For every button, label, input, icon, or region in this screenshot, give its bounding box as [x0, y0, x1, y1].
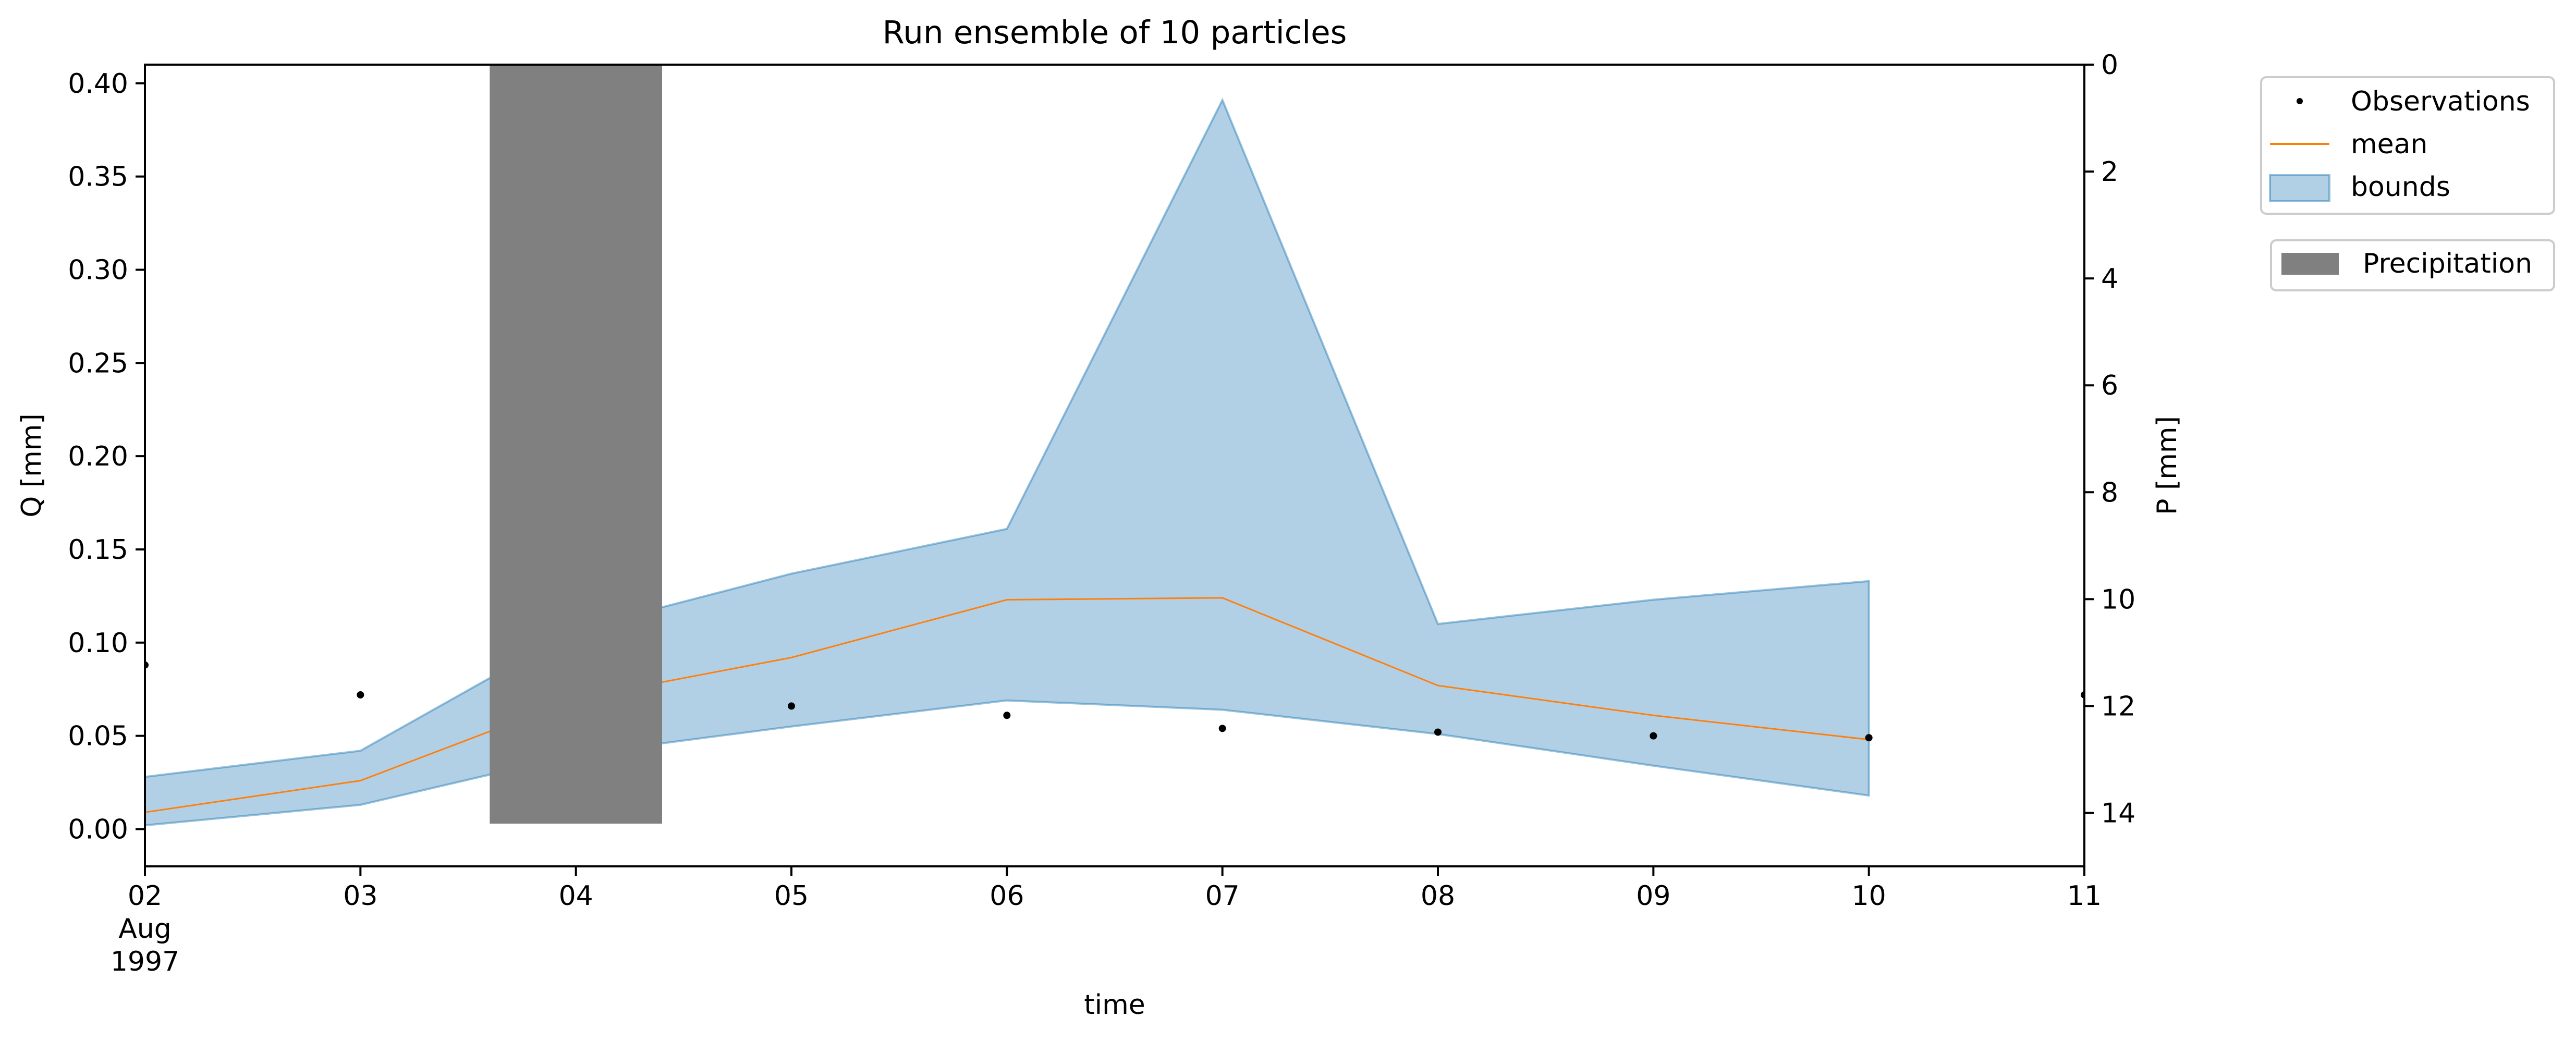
- y-tick-label: 0.40: [68, 68, 128, 100]
- y-axis-right-ticks: 0 2 4 6 8 10 12 14: [2084, 50, 2135, 829]
- y-axis-right-label: P [mm]: [2152, 416, 2183, 515]
- y-tick-label: 0.20: [68, 441, 128, 472]
- y-tick-label: 0.10: [68, 628, 128, 659]
- legend-secondary-box: [2270, 239, 2555, 291]
- y-right-tick-label: 14: [2101, 798, 2135, 829]
- x-axis-label: time: [1084, 989, 1145, 1021]
- y-tick-label: 0.35: [68, 162, 128, 193]
- legend-precipitation-marker: [2281, 253, 2339, 275]
- legend-precipitation-label: Precipitation: [2363, 248, 2532, 279]
- legend-observations-label: Observations: [2351, 86, 2530, 117]
- observation-point: [788, 702, 795, 710]
- observation-point: [357, 691, 364, 699]
- y-right-tick-label: 12: [2101, 691, 2135, 722]
- x-tick-label: 10: [1852, 880, 1886, 912]
- x-tick-label: Aug: [118, 913, 172, 945]
- observation-point: [1865, 734, 1873, 742]
- legend-bounds-marker: [2269, 174, 2330, 202]
- y-tick-label: 0.05: [68, 721, 128, 752]
- x-tick-label: 09: [1636, 880, 1670, 912]
- legend-box: [2260, 76, 2555, 215]
- y-right-tick-label: 0: [2101, 50, 2118, 81]
- plot-frame: [144, 64, 2085, 867]
- y-tick-label: 0.15: [68, 534, 128, 566]
- precipitation-bars: [490, 65, 662, 824]
- y-tick-label: 0.00: [68, 814, 128, 845]
- legend-observations-marker: [2297, 98, 2303, 104]
- y-right-tick-label: 4: [2101, 263, 2118, 295]
- x-tick-label: 05: [774, 880, 809, 912]
- mean-series-line: [144, 597, 1869, 813]
- y-right-tick-label: 8: [2101, 477, 2118, 508]
- y-right-tick-label: 6: [2101, 370, 2118, 401]
- x-tick-label: 03: [343, 880, 377, 912]
- x-tick-label: 07: [1205, 880, 1240, 912]
- observation-point: [1218, 725, 1226, 732]
- y-axis-ticks: 0.00 0.05 0.10 0.15 0.20 0.25 0.30 0.35 0.40: [68, 68, 145, 845]
- x-tick-label: 11: [2067, 880, 2102, 912]
- legend-mean-label: mean: [2351, 129, 2427, 160]
- observation-point: [1003, 712, 1011, 719]
- mean-line: [144, 597, 1869, 813]
- observation-point: [1650, 732, 1657, 740]
- legend: Observations mean bounds: [2260, 76, 2555, 215]
- observation-point: [1434, 728, 1442, 736]
- x-tick-label: 04: [559, 880, 593, 912]
- y-axis-label: Q [mm]: [16, 413, 47, 517]
- chart-title: Run ensemble of 10 particles: [883, 14, 1347, 51]
- y-right-tick-label: 2: [2101, 156, 2118, 188]
- legend-secondary: Precipitation: [2270, 239, 2555, 291]
- legend-bounds-label: bounds: [2351, 172, 2450, 203]
- x-tick-label: 02: [128, 880, 162, 912]
- observations-points: [145, 661, 2084, 742]
- y-right-tick-label: 10: [2101, 584, 2135, 615]
- precipitation-bar: [490, 65, 662, 824]
- x-tick-label: 08: [1421, 880, 1455, 912]
- x-tick-label: 1997: [111, 946, 179, 977]
- x-tick-label: 06: [990, 880, 1024, 912]
- y-tick-label: 0.30: [68, 254, 128, 286]
- y-tick-label: 0.25: [68, 348, 128, 379]
